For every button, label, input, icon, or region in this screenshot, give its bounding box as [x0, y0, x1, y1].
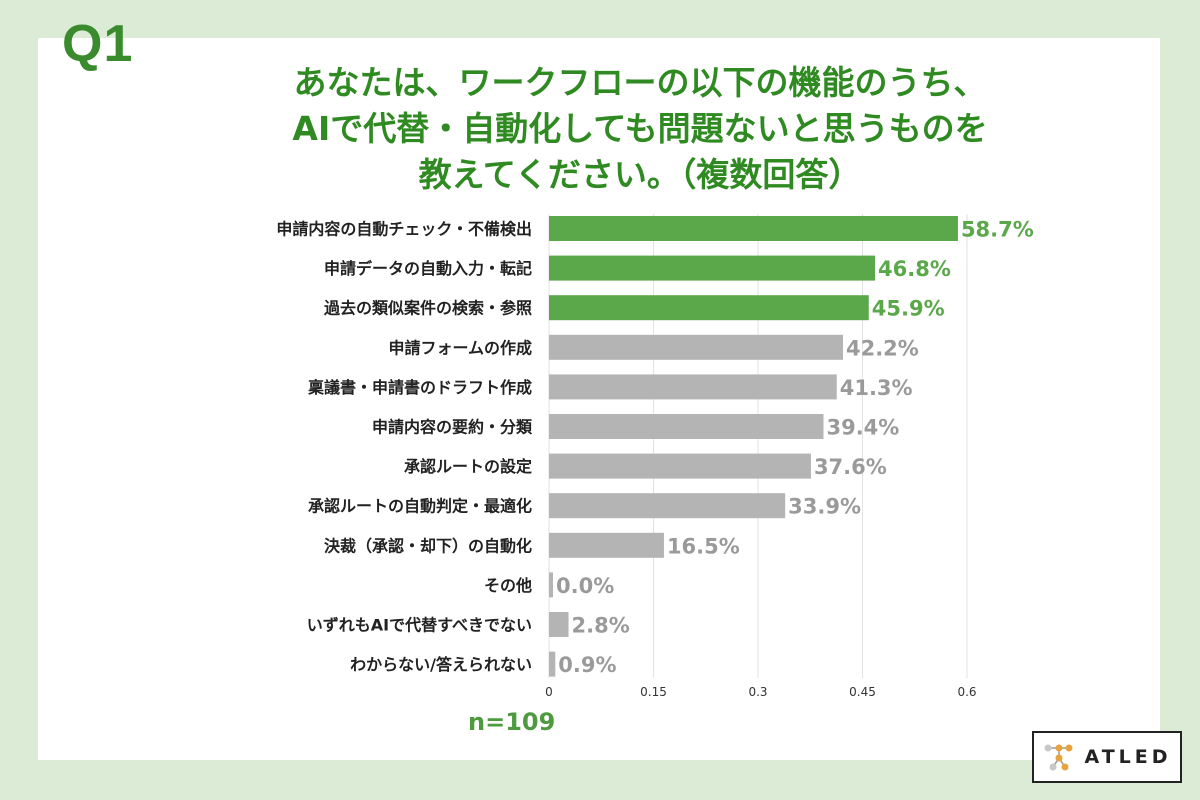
x-tick-label: 0: [545, 685, 553, 699]
bar: [549, 453, 811, 479]
value-label: 2.8%: [572, 614, 630, 638]
value-label: 39.4%: [826, 416, 899, 440]
value-label: 0.9%: [558, 653, 616, 677]
bar: [549, 334, 843, 360]
bar: [549, 295, 869, 321]
bar: [549, 414, 824, 439]
bar: [549, 216, 958, 241]
category-label: 申請内容の自動チェック・不備検出: [276, 220, 532, 239]
bar: [549, 374, 837, 400]
value-label: 45.9%: [872, 297, 945, 321]
bar: [549, 572, 553, 598]
category-label: 申請内容の要約・分類: [372, 418, 533, 437]
category-label: 承認ルートの自動判定・最適化: [308, 497, 532, 516]
question-number: Q1: [62, 15, 134, 73]
category-label: 過去の類似案件の検索・参照: [323, 299, 532, 318]
category-label: いずれもAIで代替すべきでない: [307, 616, 532, 635]
category-label: 申請データの自動入力・転記: [324, 259, 532, 278]
category-label: 稟議書・申請書のドラフト作成: [308, 378, 532, 397]
atled-logo: ATLED: [1032, 731, 1182, 783]
bar: [549, 651, 556, 677]
value-label: 46.8%: [878, 257, 951, 281]
bar: [549, 532, 664, 558]
logo-text: ATLED: [1084, 746, 1172, 768]
x-tick-label: 0.45: [849, 685, 876, 699]
category-label: その他: [484, 576, 532, 595]
value-label: 33.9%: [788, 495, 861, 519]
category-label: わからない/答えられない: [350, 655, 532, 674]
x-tick-label: 0.15: [640, 685, 667, 699]
bar: [549, 493, 786, 519]
value-label: 16.5%: [667, 534, 740, 558]
value-label: 37.6%: [814, 455, 887, 479]
category-label: 承認ルートの設定: [404, 457, 532, 476]
value-label: 58.7%: [961, 218, 1034, 242]
x-tick-label: 0.6: [957, 685, 976, 699]
bar: [549, 612, 569, 637]
sample-size-label: n=109: [468, 708, 556, 736]
category-label: 申請フォームの作成: [388, 338, 532, 357]
chart-title: あなたは、ワークフローの以下の機能のうち、 AIで代替・自動化しても問題ないと思…: [292, 63, 988, 194]
value-label: 42.2%: [846, 336, 919, 360]
bar: [549, 255, 876, 281]
x-tick-label: 0.3: [748, 685, 767, 699]
atled-molecule-icon: [1044, 744, 1073, 771]
category-label: 決裁（承認・却下）の自動化: [324, 536, 532, 555]
value-label: 0.0%: [556, 574, 614, 598]
value-label: 41.3%: [840, 376, 913, 400]
